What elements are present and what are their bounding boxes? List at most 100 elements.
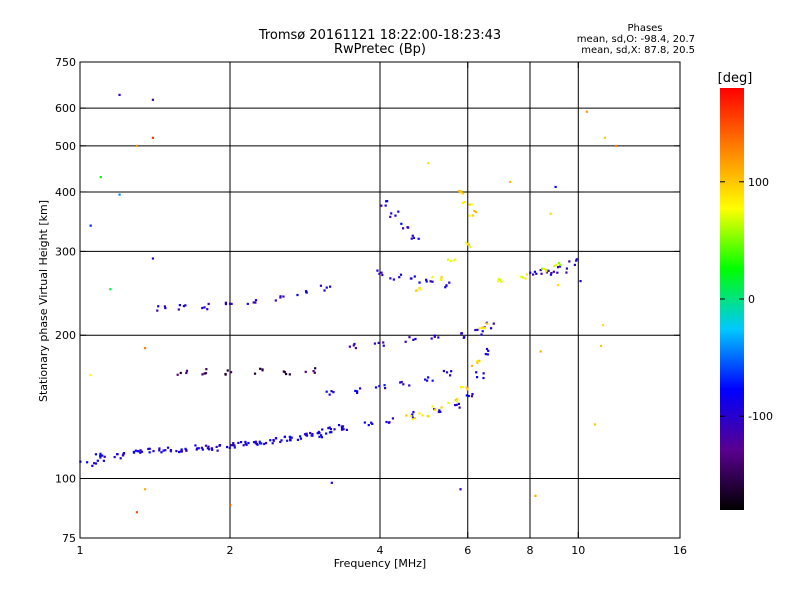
echo-point <box>446 258 450 261</box>
echo-point <box>459 191 462 194</box>
echo-point <box>228 302 232 305</box>
echo-point <box>206 447 209 450</box>
noise-point <box>143 347 147 350</box>
echo-point <box>418 412 421 415</box>
echo-point <box>465 386 468 389</box>
noise-point <box>151 98 155 101</box>
phases-line-x: mean, sd,X: 87.8, 20.5 <box>581 45 695 56</box>
echo-point <box>329 285 332 288</box>
echo-point <box>341 425 345 428</box>
echo-point <box>156 309 159 312</box>
echo-point <box>540 272 543 275</box>
echo-point <box>440 278 443 281</box>
echo-point <box>201 306 204 310</box>
echo-point <box>258 440 261 443</box>
y-tick-label: 500 <box>55 140 76 153</box>
echo-point <box>547 269 550 272</box>
echo-point <box>431 280 434 283</box>
echo-point <box>164 449 167 452</box>
colorbar-ticks: 100 0 -100 <box>720 176 773 423</box>
echo-point <box>427 376 430 379</box>
noise-point <box>534 494 537 497</box>
echo-point <box>376 269 379 272</box>
echo-point <box>274 299 277 302</box>
echo-point <box>158 449 161 452</box>
noise-point <box>118 93 121 96</box>
echo-point <box>310 434 313 437</box>
echo-point <box>327 427 330 430</box>
echo-point <box>321 428 324 431</box>
echo-point <box>455 400 459 403</box>
echo-point <box>458 189 461 193</box>
echo-point <box>455 397 459 401</box>
echo-point <box>500 280 503 283</box>
echo-point <box>461 192 465 195</box>
echo-point <box>230 444 233 447</box>
echo-point <box>328 431 332 434</box>
echo-point <box>430 337 433 340</box>
echo-point <box>179 371 182 375</box>
echo-point <box>239 440 243 444</box>
echo-point <box>378 272 381 275</box>
echo-point <box>122 451 126 455</box>
echo-point <box>411 413 414 416</box>
echo-point <box>353 342 356 346</box>
echo-point <box>417 237 420 240</box>
echo-point <box>352 344 355 347</box>
colorbar-tick-label: 100 <box>748 176 769 189</box>
echo-point <box>228 446 231 449</box>
echo-point <box>471 392 474 396</box>
echo-point <box>232 442 235 445</box>
echo-point <box>224 373 227 376</box>
echo-point <box>342 428 345 431</box>
echo-point <box>450 370 453 373</box>
echo-point <box>178 450 181 454</box>
echo-point <box>442 369 445 373</box>
echo-point <box>242 444 245 447</box>
echo-point <box>390 212 393 215</box>
echo-point <box>203 306 206 309</box>
echo-point <box>230 302 233 305</box>
echo-point <box>540 267 544 270</box>
echo-point <box>318 431 321 435</box>
echo-point <box>180 448 183 451</box>
noise-point <box>459 488 462 491</box>
echo-point <box>497 280 500 283</box>
echo-point <box>556 271 559 274</box>
echo-point <box>330 390 333 393</box>
echo-point <box>399 381 402 384</box>
echo-point <box>481 326 484 329</box>
noise-point <box>89 224 92 227</box>
echo-point <box>557 261 561 265</box>
echo-point <box>272 439 275 442</box>
echo-point <box>426 414 429 418</box>
echo-point <box>467 394 470 398</box>
echo-point <box>389 215 392 218</box>
echo-point <box>468 214 471 217</box>
echo-point <box>201 373 204 376</box>
echo-point <box>329 428 333 431</box>
echo-point <box>565 267 569 270</box>
echo-point <box>226 369 229 372</box>
echo-point <box>252 441 256 444</box>
echo-point <box>299 437 303 440</box>
echo-point <box>367 423 370 427</box>
echo-point <box>299 435 302 438</box>
echo-point <box>363 421 366 424</box>
echo-point <box>185 371 188 375</box>
echo-point <box>185 449 188 452</box>
echo-point <box>549 273 553 276</box>
noise-point <box>143 488 147 491</box>
echo-point <box>539 268 542 272</box>
echo-point <box>279 295 282 298</box>
echo-point <box>559 263 562 267</box>
echo-point <box>424 378 427 381</box>
echo-point <box>525 273 528 276</box>
echo-point <box>207 445 210 448</box>
y-tick-label: 100 <box>55 473 76 486</box>
echo-point <box>469 245 472 249</box>
echo-point <box>176 373 179 376</box>
echo-point <box>330 431 333 434</box>
echo-point <box>463 201 466 204</box>
colorbar-label: [deg] <box>718 71 753 86</box>
